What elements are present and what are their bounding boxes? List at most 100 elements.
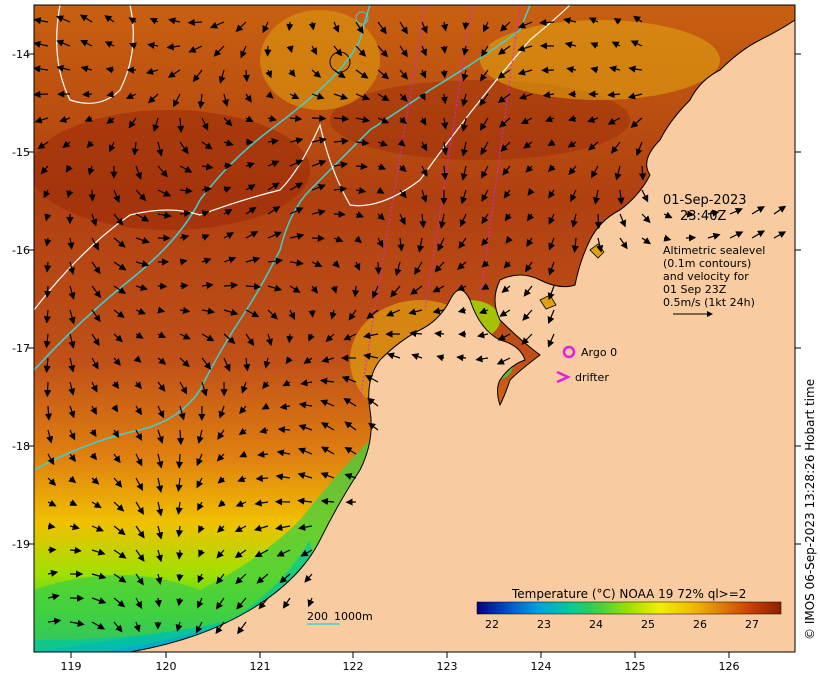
velocity-arrow bbox=[242, 69, 250, 83]
velocity-arrow bbox=[298, 401, 313, 409]
velocity-arrow bbox=[352, 285, 360, 298]
velocity-arrow bbox=[91, 333, 100, 347]
velocity-arrow bbox=[245, 206, 257, 215]
velocity-arrow bbox=[729, 207, 743, 215]
velocity-arrow bbox=[594, 213, 602, 230]
velocity-arrow bbox=[438, 213, 446, 229]
velocity-arrow bbox=[245, 282, 262, 291]
velocity-arrow bbox=[104, 15, 115, 23]
velocity-arrow bbox=[479, 69, 489, 82]
velocity-arrow bbox=[614, 165, 622, 181]
velocity-arrow bbox=[91, 621, 106, 630]
velocity-arrow bbox=[461, 45, 469, 56]
velocity-arrow bbox=[751, 230, 766, 239]
velocity-arrow bbox=[168, 17, 181, 25]
velocity-arrow bbox=[333, 210, 346, 218]
velocity-arrow bbox=[135, 165, 142, 180]
y-tick-label: -14 bbox=[12, 48, 30, 61]
velocity-arrow bbox=[201, 141, 213, 150]
velocity-arrow bbox=[68, 475, 77, 484]
velocity-arrow bbox=[525, 164, 534, 173]
velocity-arrow bbox=[47, 499, 57, 507]
velocity-arrow bbox=[286, 21, 294, 32]
velocity-arrow bbox=[333, 69, 346, 79]
velocity-arrow bbox=[213, 45, 225, 57]
velocity-arrow bbox=[568, 114, 577, 122]
velocity-arrow bbox=[548, 189, 556, 199]
velocity-arrow bbox=[179, 209, 192, 218]
velocity-arrow bbox=[113, 333, 123, 343]
velocity-arrow bbox=[90, 213, 98, 227]
velocity-arrow bbox=[154, 597, 162, 608]
velocity-arrow bbox=[175, 525, 184, 538]
velocity-arrow bbox=[215, 621, 225, 635]
velocity-arrow bbox=[434, 330, 445, 338]
svg-text:and velocity for: and velocity for bbox=[663, 270, 749, 283]
colorbar-tick: 24 bbox=[589, 618, 603, 631]
timestamp-time: 23:40Z bbox=[680, 209, 726, 224]
velocity-arrow bbox=[355, 162, 368, 170]
velocity-arrow bbox=[311, 159, 327, 167]
timestamp-date: 01-Sep-2023 bbox=[663, 193, 747, 208]
x-tick-label: 121 bbox=[250, 660, 271, 673]
velocity-arrow bbox=[547, 309, 555, 325]
velocity-arrow bbox=[176, 429, 185, 446]
velocity-arrow bbox=[399, 21, 408, 35]
velocity-arrow bbox=[135, 477, 143, 491]
velocity-arrow bbox=[320, 399, 335, 407]
velocity-arrow bbox=[44, 261, 52, 273]
velocity-arrow bbox=[198, 525, 205, 534]
velocity-arrow bbox=[200, 381, 208, 397]
velocity-arrow bbox=[368, 422, 379, 431]
velocity-arrow bbox=[135, 525, 145, 539]
velocity-arrow bbox=[420, 189, 428, 203]
velocity-arrow bbox=[68, 357, 76, 373]
colorbar-tick: 25 bbox=[641, 618, 655, 631]
velocity-arrow bbox=[619, 213, 627, 228]
velocity-arrow bbox=[300, 549, 313, 557]
velocity-arrow bbox=[176, 549, 184, 560]
velocity-arrow bbox=[237, 621, 247, 635]
velocity-arrow bbox=[68, 429, 76, 441]
velocity-arrow bbox=[179, 187, 193, 195]
velocity-arrow bbox=[223, 256, 237, 264]
velocity-arrow bbox=[570, 213, 578, 228]
velocity-arrow bbox=[91, 501, 102, 509]
velocity-arrow bbox=[113, 525, 126, 536]
velocity-arrow bbox=[289, 159, 304, 167]
velocity-arrow bbox=[320, 497, 335, 506]
velocity-arrow bbox=[88, 189, 96, 202]
velocity-arrow bbox=[399, 116, 407, 125]
velocity-arrow bbox=[166, 43, 181, 51]
velocity-arrow bbox=[90, 381, 98, 393]
velocity-arrow bbox=[288, 309, 296, 320]
velocity-arrow bbox=[289, 114, 303, 123]
velocity-arrow bbox=[179, 306, 191, 315]
velocity-arrow bbox=[135, 213, 150, 222]
velocity-arrow bbox=[460, 189, 468, 205]
velocity-arrow bbox=[223, 333, 236, 344]
velocity-arrow bbox=[377, 139, 388, 147]
velocity-arrow bbox=[773, 231, 787, 239]
x-tick-label: 122 bbox=[343, 660, 364, 673]
velocity-arrow bbox=[156, 501, 164, 517]
velocity-arrow bbox=[308, 21, 316, 31]
velocity-arrow bbox=[105, 66, 115, 74]
velocity-arrow bbox=[34, 65, 49, 73]
velocity-arrow bbox=[376, 237, 384, 248]
velocity-arrow bbox=[419, 213, 427, 229]
velocity-arrow bbox=[522, 309, 533, 321]
velocity-arrow bbox=[341, 375, 357, 383]
velocity-arrow bbox=[135, 597, 143, 609]
x-tick-label: 119 bbox=[61, 660, 82, 673]
velocity-arrow bbox=[420, 141, 428, 152]
velocity-arrow bbox=[91, 525, 104, 532]
velocity-arrow bbox=[80, 65, 93, 73]
y-tick-label: -16 bbox=[12, 244, 30, 257]
velocity-arrow bbox=[635, 141, 643, 157]
velocity-arrow bbox=[518, 93, 533, 100]
velocity-arrow bbox=[223, 162, 233, 170]
velocity-arrow bbox=[303, 356, 313, 364]
velocity-arrow bbox=[399, 69, 408, 80]
velocity-arrow bbox=[685, 210, 695, 218]
